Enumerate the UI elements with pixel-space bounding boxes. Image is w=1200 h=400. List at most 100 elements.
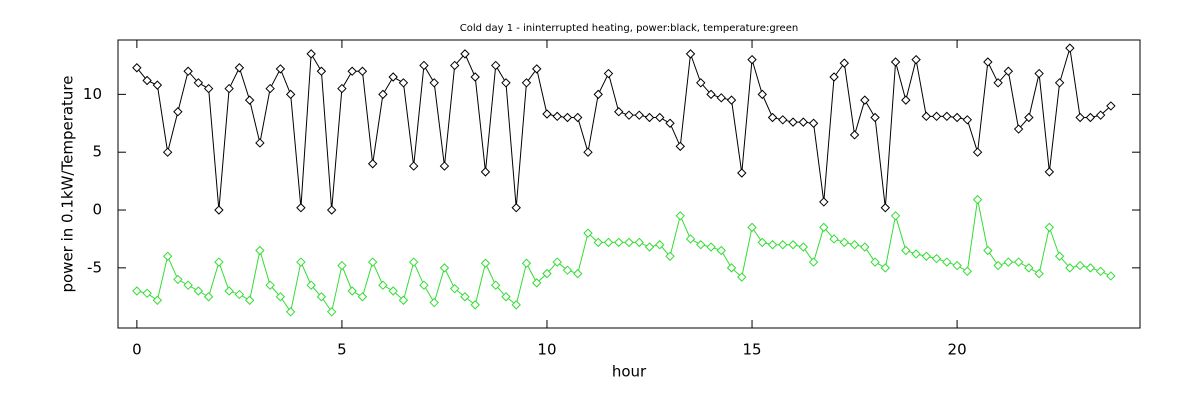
data-point xyxy=(716,245,726,256)
data-point xyxy=(921,251,932,261)
data-point xyxy=(193,78,204,88)
y-tick-label: 0 xyxy=(92,201,102,219)
data-point xyxy=(1044,222,1055,233)
data-point xyxy=(367,159,378,169)
data-point xyxy=(296,203,306,213)
data-point xyxy=(532,64,542,74)
data-point xyxy=(1003,257,1014,267)
data-point xyxy=(183,280,193,290)
data-point xyxy=(1065,43,1075,53)
data-point xyxy=(193,286,204,296)
data-point xyxy=(931,253,942,264)
data-point xyxy=(326,205,337,215)
data-point xyxy=(224,286,234,296)
data-point xyxy=(408,161,419,171)
data-point xyxy=(1075,260,1085,271)
data-point xyxy=(716,93,726,103)
data-point xyxy=(562,112,573,123)
data-point xyxy=(244,95,255,105)
data-point xyxy=(152,295,163,305)
data-point xyxy=(521,258,532,268)
data-point xyxy=(962,266,973,277)
data-point xyxy=(757,237,767,248)
data-point xyxy=(501,292,511,302)
data-point xyxy=(901,95,911,105)
data-point xyxy=(583,147,593,157)
data-point xyxy=(634,110,644,120)
x-tick-label: 0 xyxy=(132,341,142,359)
data-point xyxy=(675,141,685,152)
data-point xyxy=(614,107,624,117)
data-point xyxy=(388,72,398,82)
data-point xyxy=(1054,78,1065,88)
data-point xyxy=(655,240,665,250)
data-point xyxy=(285,307,296,317)
data-point xyxy=(634,237,644,248)
data-point xyxy=(244,295,255,305)
data-point xyxy=(203,292,214,302)
data-point xyxy=(593,89,603,100)
data-point xyxy=(593,237,603,248)
data-point xyxy=(378,89,388,100)
data-point xyxy=(152,80,163,90)
data-point xyxy=(1044,167,1055,177)
data-point xyxy=(849,130,860,140)
data-point xyxy=(778,115,788,125)
data-point xyxy=(326,307,337,317)
data-point xyxy=(562,265,573,275)
x-tick-label: 5 xyxy=(337,341,347,359)
data-point xyxy=(214,257,224,267)
data-point xyxy=(726,263,737,273)
data-point xyxy=(275,64,286,74)
data-point xyxy=(429,78,439,88)
data-point xyxy=(737,272,747,282)
data-point xyxy=(347,66,357,76)
x-tick-label: 15 xyxy=(742,341,761,359)
data-point xyxy=(1075,112,1085,123)
data-point xyxy=(696,240,706,250)
data-point xyxy=(644,112,655,123)
chart-title: Cold day 1 - ininterrupted heating, powe… xyxy=(460,23,798,34)
data-point xyxy=(429,297,439,308)
data-point xyxy=(839,58,850,68)
data-point xyxy=(573,268,583,279)
data-point xyxy=(234,63,245,73)
data-point xyxy=(726,95,737,105)
data-point xyxy=(552,257,562,267)
data-point xyxy=(460,292,470,302)
data-point xyxy=(132,63,142,73)
data-point xyxy=(972,147,983,157)
data-point xyxy=(480,167,491,177)
data-point xyxy=(685,49,696,59)
data-point xyxy=(173,107,183,117)
x-tick-label: 10 xyxy=(537,341,556,359)
data-point xyxy=(1085,263,1096,273)
data-point xyxy=(675,211,685,221)
data-point xyxy=(808,118,819,128)
data-point xyxy=(265,83,275,94)
data-point xyxy=(419,60,429,71)
data-point xyxy=(993,260,1003,271)
data-point xyxy=(819,222,829,233)
data-point xyxy=(521,78,532,88)
data-point xyxy=(316,292,327,302)
data-point xyxy=(173,274,183,285)
data-point xyxy=(275,292,286,302)
data-point xyxy=(942,257,952,267)
data-point xyxy=(408,257,419,267)
data-point xyxy=(942,111,952,122)
data-point xyxy=(378,280,388,290)
y-tick-label: 10 xyxy=(83,85,102,103)
data-point xyxy=(685,234,696,244)
series-line xyxy=(136,47,1112,211)
y-tick-label: -5 xyxy=(87,258,102,276)
data-point xyxy=(1106,101,1116,111)
data-point xyxy=(449,60,460,71)
data-point xyxy=(1013,257,1024,267)
data-point xyxy=(849,240,860,250)
data-point xyxy=(449,283,460,294)
data-point xyxy=(542,109,552,119)
data-point xyxy=(285,89,296,100)
data-point xyxy=(655,112,665,123)
data-point xyxy=(603,237,614,248)
